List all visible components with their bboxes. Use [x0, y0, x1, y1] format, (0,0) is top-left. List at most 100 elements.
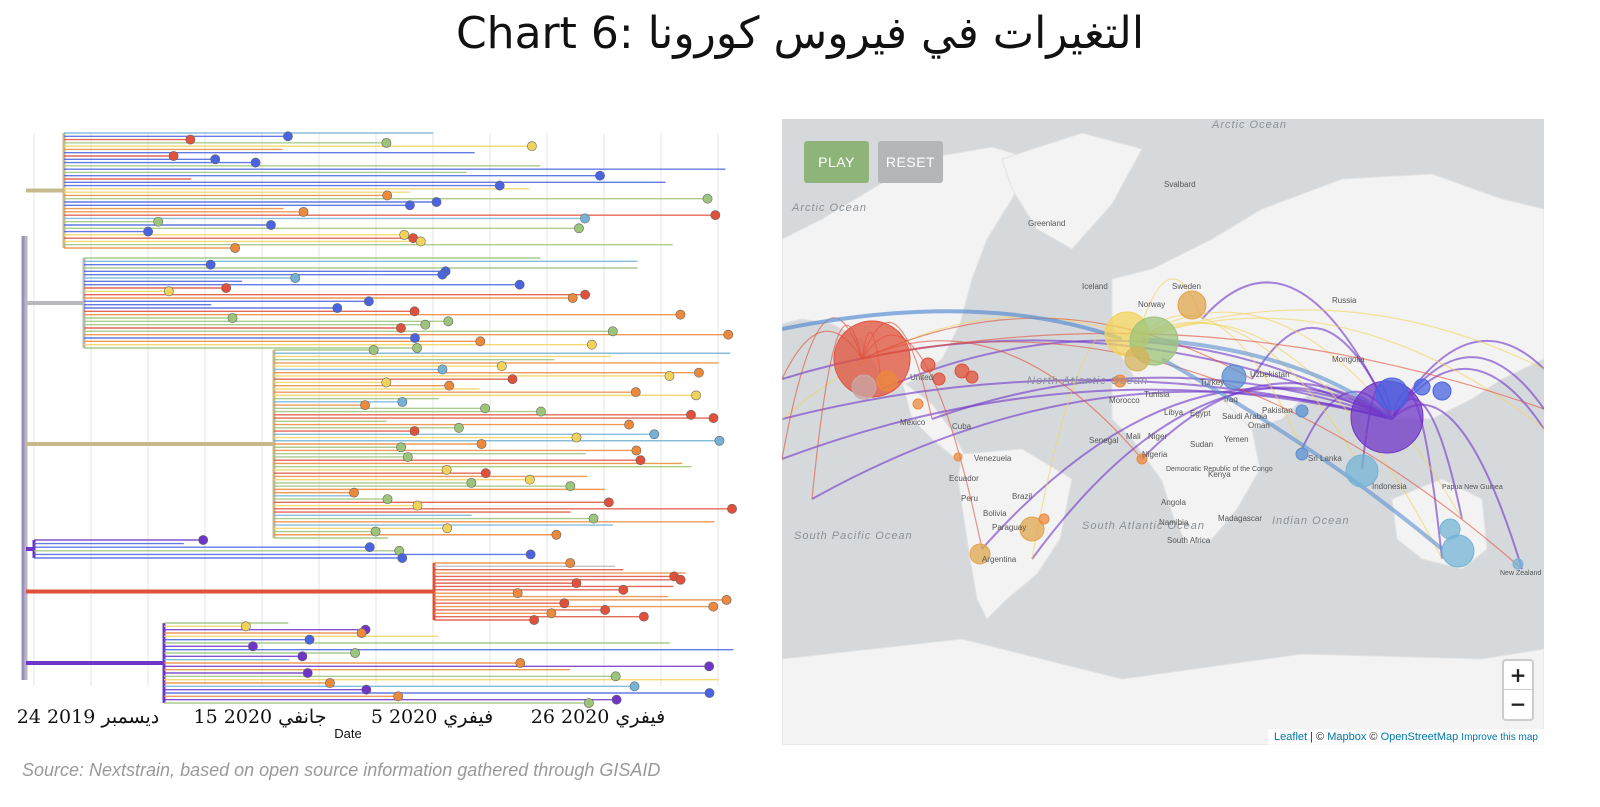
tree-tip [507, 374, 518, 385]
tree-tip [381, 137, 392, 148]
tree-tip [686, 409, 696, 420]
ocean-label-arctic-2: Arctic Ocean [791, 202, 867, 214]
place-label-sweden: Sweden [1172, 282, 1201, 291]
tree-tip [638, 611, 649, 622]
tree-tip [350, 648, 360, 658]
tree-tip [399, 229, 410, 240]
tree-tip [480, 403, 491, 414]
place-label-namibia: Namibia [1159, 518, 1189, 527]
place-label-libya: Libya [1164, 408, 1184, 417]
tree-tip [580, 213, 590, 224]
place-label-angola: Angola [1161, 498, 1186, 507]
leaflet-link[interactable]: Leaflet [1274, 731, 1308, 743]
location-bubble [1295, 404, 1309, 418]
tree-tip [381, 377, 392, 388]
place-label-mexico: Mexico [900, 418, 926, 427]
tree-tip [368, 345, 379, 355]
transmission-arc [1136, 317, 1544, 430]
tree-tip [221, 283, 232, 293]
tree-tip [546, 608, 557, 619]
tree-tip [437, 269, 448, 280]
place-label-south-africa: South Africa [1167, 536, 1211, 545]
location-bubble [1136, 453, 1148, 465]
place-label-sri-lanka: Sri Lanka [1308, 454, 1342, 463]
attribution-separator-2: © [1366, 731, 1381, 743]
tree-tip [325, 678, 335, 688]
tree-tip [382, 494, 393, 505]
tree-tip [205, 259, 216, 270]
location-bubble [1441, 534, 1475, 568]
tree-tip [396, 323, 406, 333]
tree-tip [710, 210, 721, 221]
ocean-label-north-atlantic: North Atlantic Ocean [1027, 375, 1148, 387]
transmission-arc [1161, 357, 1444, 551]
reset-button[interactable]: RESET [878, 141, 943, 183]
place-label-senegal: Senegal [1089, 436, 1119, 445]
play-button[interactable]: PLAY [804, 141, 869, 183]
location-bubble [1177, 290, 1207, 320]
location-bubble [1124, 346, 1150, 372]
tree-tip [230, 243, 241, 253]
tree-tip [475, 336, 486, 347]
place-label-nigeria: Nigeria [1142, 450, 1168, 459]
ocean-label-south-pacific: South Pacific Ocean [794, 530, 913, 542]
tree-tip [227, 313, 238, 323]
tree-tip [496, 361, 507, 372]
tree-tip [514, 279, 525, 290]
place-label-morocco: Morocco [1109, 396, 1140, 405]
tree-tip [364, 542, 375, 553]
mapbox-link[interactable]: Mapbox [1327, 731, 1367, 743]
tree-tip [714, 435, 725, 446]
tree-tip [574, 223, 584, 234]
tree-tip [480, 468, 491, 479]
map-canvas[interactable]: Arctic Ocean Arctic Ocean North Atlantic… [782, 119, 1544, 745]
tree-tip [664, 371, 675, 381]
tree-tip [595, 170, 605, 181]
ocean-label-indian: Indian Ocean [1272, 515, 1349, 527]
transmission-arc [782, 309, 1123, 341]
tree-tip [571, 432, 582, 443]
tree-tip [412, 500, 423, 511]
place-label-turkey: Turkey [1200, 378, 1224, 387]
tree-tip [349, 487, 359, 498]
tree-tip [240, 621, 251, 632]
tree-tip [397, 396, 408, 407]
place-label-mali: Mali [1126, 432, 1141, 441]
improve-map-link[interactable]: Improve this map [1461, 732, 1538, 743]
transmission-arc [782, 316, 1138, 420]
location-bubble [1295, 447, 1309, 461]
tree-tip [466, 477, 477, 488]
phylogenetic-tree: 24 ديسمبر 2019 15 جانفي 2020 5 فيفري 202… [17, 131, 737, 741]
place-label-tunisia: Tunisia [1144, 390, 1170, 399]
x-tick-label-4: 26 فيفري 2020 [531, 706, 665, 728]
location-bubble [1413, 378, 1431, 396]
location-bubble [1019, 516, 1045, 542]
place-label-united: United [910, 373, 933, 382]
tree-tip [708, 601, 719, 612]
place-label-niger: Niger [1148, 432, 1167, 441]
openstreetmap-link[interactable]: OpenStreetMap [1380, 731, 1459, 743]
landmass-antarctica [782, 638, 1544, 745]
tree-tip [675, 574, 686, 585]
transmission-arc [1031, 386, 1393, 560]
tree-tip [370, 526, 381, 537]
chart-title-arabic: التغيرات في فيروس كورونا [647, 8, 1145, 59]
tree-tip [702, 193, 713, 204]
tree-tip [168, 151, 179, 161]
location-bubble [1345, 454, 1379, 488]
tree-tip [290, 273, 301, 283]
tree-tip [283, 131, 293, 142]
place-label-new-zealand: New Zealand [1500, 570, 1541, 577]
zoom-in-button[interactable]: + [1504, 661, 1532, 690]
tree-tip [708, 413, 719, 423]
zoom-out-button[interactable]: − [1509, 692, 1527, 716]
place-label-ecuador: Ecuador [949, 474, 979, 483]
tree-tip [571, 578, 582, 589]
place-label-brazil: Brazil [1012, 492, 1032, 501]
tree-tip [442, 523, 453, 534]
transmission-map[interactable]: Arctic Ocean Arctic Ocean North Atlantic… [782, 119, 1544, 745]
tree-tip [250, 157, 261, 168]
location-bubble [953, 452, 963, 462]
place-label-iraq: Iraq [1224, 395, 1238, 404]
tree-tip [363, 296, 374, 307]
